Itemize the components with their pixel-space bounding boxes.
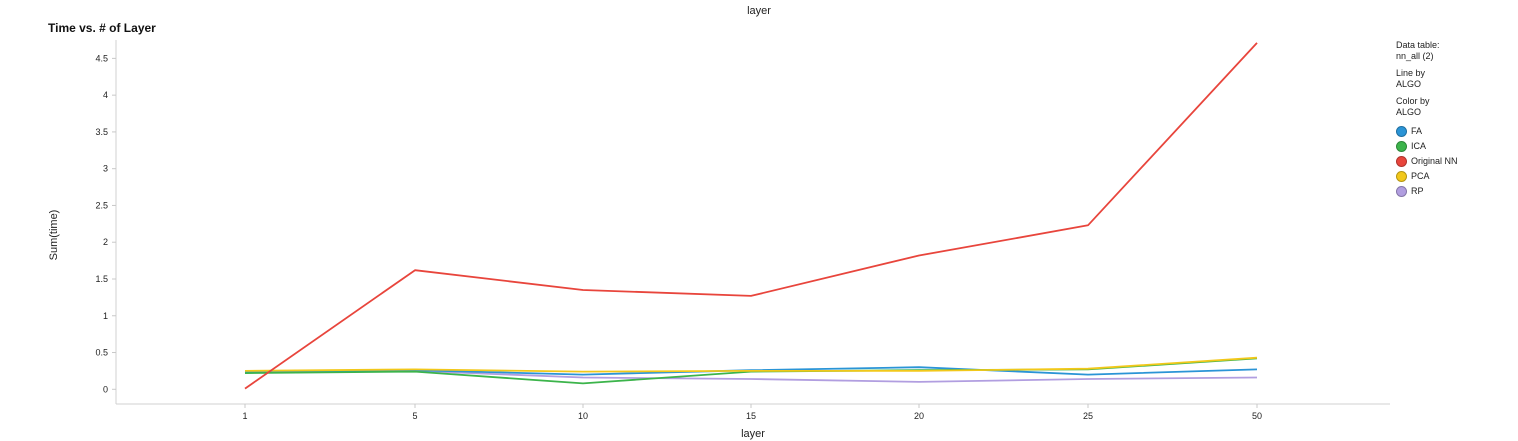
legend-swatch	[1396, 126, 1407, 137]
x-tick-label: 25	[1083, 411, 1093, 421]
legend-swatch	[1396, 141, 1407, 152]
x-tick-label: 15	[746, 411, 756, 421]
y-tick-label: 2.5	[95, 200, 108, 210]
legend-item-label: FA	[1411, 126, 1423, 136]
x-tick-label: 5	[412, 411, 417, 421]
x-tick-label: 10	[578, 411, 588, 421]
y-axis-title: Sum(time)	[48, 210, 60, 261]
y-tick-label: 1	[103, 311, 108, 321]
y-tick-label: 0	[103, 384, 108, 394]
legend-item-original-nn[interactable]: Original NN	[1396, 154, 1458, 169]
legend-color-by-label: Color by	[1396, 96, 1430, 106]
legend-line-by: Line by ALGO	[1396, 68, 1458, 90]
chart-title: Time vs. # of Layer	[48, 21, 156, 35]
legend-item-fa[interactable]: FA	[1396, 124, 1458, 139]
legend-line-by-value[interactable]: ALGO	[1396, 79, 1422, 89]
top-axis-label: layer	[747, 5, 771, 17]
series-line-original-nn	[244, 42, 1258, 390]
y-tick-label: 3	[103, 164, 108, 174]
x-tick-label: 1	[242, 411, 247, 421]
legend-swatch	[1396, 186, 1407, 197]
legend-items: FA ICA Original NN PCA RP	[1396, 124, 1458, 199]
x-tick-label: 50	[1252, 411, 1262, 421]
legend-item-pca[interactable]: PCA	[1396, 169, 1458, 184]
legend-line-by-label: Line by	[1396, 68, 1426, 78]
legend-swatch	[1396, 156, 1407, 167]
legend-item-ica[interactable]: ICA	[1396, 139, 1458, 154]
legend-panel: Data table: nn_all (2) Line by ALGO Colo…	[1396, 40, 1458, 199]
legend-item-label: ICA	[1411, 141, 1427, 151]
legend-data-table-label: Data table:	[1396, 40, 1440, 50]
x-tick-label: 20	[914, 411, 924, 421]
y-tick-label: 4.5	[95, 53, 108, 63]
legend-color-by-value[interactable]: ALGO	[1396, 107, 1422, 117]
legend-color-by: Color by ALGO	[1396, 96, 1458, 118]
series-line-pca	[244, 356, 1258, 373]
legend-item-label: Original NN	[1411, 156, 1458, 166]
legend-item-label: RP	[1411, 186, 1424, 196]
legend-item-label: PCA	[1411, 171, 1430, 181]
legend-swatch	[1396, 171, 1407, 182]
x-axis-title: layer	[741, 428, 765, 440]
y-tick-label: 1.5	[95, 274, 108, 284]
y-tick-label: 0.5	[95, 348, 108, 358]
legend-data-table: Data table: nn_all (2)	[1396, 40, 1458, 62]
y-tick-label: 4	[103, 90, 108, 100]
legend-item-rp[interactable]: RP	[1396, 184, 1458, 199]
y-tick-label: 3.5	[95, 127, 108, 137]
legend-data-table-value: nn_all (2)	[1396, 51, 1434, 61]
y-tick-label: 2	[103, 237, 108, 247]
